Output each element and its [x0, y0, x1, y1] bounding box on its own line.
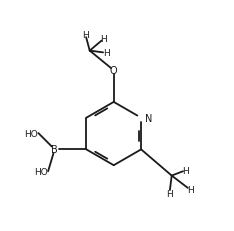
Text: H: H: [82, 30, 89, 40]
Text: H: H: [166, 189, 173, 198]
Text: H: H: [101, 35, 107, 44]
Text: HO: HO: [34, 167, 48, 176]
Text: HO: HO: [25, 129, 38, 138]
Text: H: H: [103, 49, 110, 58]
Text: B: B: [51, 145, 58, 155]
Text: H: H: [183, 166, 189, 175]
Text: O: O: [110, 66, 117, 76]
Text: H: H: [187, 185, 194, 195]
Text: N: N: [145, 113, 152, 123]
